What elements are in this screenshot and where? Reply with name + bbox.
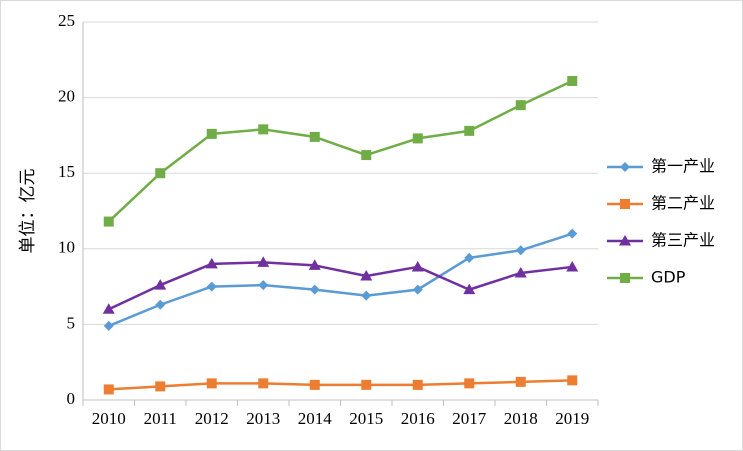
data-point: [464, 125, 475, 136]
data-point: [412, 379, 423, 390]
data-point: [154, 279, 167, 290]
data-point: [205, 257, 218, 269]
series-layer: [102, 75, 579, 395]
y-tick-label: 10: [58, 238, 75, 257]
series-0: [103, 228, 578, 331]
legend-label: GDP: [651, 268, 686, 287]
x-tick-label: 2012: [195, 409, 229, 428]
grid-lines: [83, 21, 598, 325]
data-point: [464, 378, 475, 389]
y-tick-label: 15: [58, 162, 75, 181]
legend-marker: [619, 235, 631, 246]
x-tick-label: 2015: [349, 409, 383, 428]
data-point: [411, 260, 424, 272]
data-point: [309, 284, 320, 295]
data-point: [258, 124, 269, 135]
data-point: [515, 100, 526, 111]
series-line: [108, 261, 573, 311]
data-point: [258, 378, 269, 389]
data-point: [155, 381, 166, 392]
data-point: [206, 281, 217, 292]
data-point: [567, 228, 578, 239]
legend-marker: [620, 199, 630, 209]
legend-entry: GDP: [607, 268, 686, 287]
x-tick-label: 2017: [452, 409, 487, 428]
x-tick-label: 2011: [144, 409, 177, 428]
data-point: [567, 375, 578, 386]
series-line: [108, 379, 573, 391]
data-point: [514, 266, 527, 278]
y-axis-label: 单位：亿元: [18, 169, 38, 254]
data-point: [412, 284, 423, 295]
legend-entry: 第一产业: [607, 157, 715, 176]
series-3: [103, 75, 578, 227]
y-tick-label: 0: [67, 389, 76, 408]
y-tick-label: 5: [67, 313, 76, 332]
data-point: [308, 259, 321, 270]
x-tick-label: 2013: [246, 409, 280, 428]
data-point: [567, 75, 578, 86]
data-point: [103, 320, 114, 331]
x-tick-label: 2018: [504, 409, 538, 428]
data-point: [103, 216, 114, 227]
series-line: [108, 232, 573, 328]
data-point: [206, 378, 217, 389]
data-point: [258, 280, 269, 291]
data-point: [361, 290, 372, 301]
data-point: [103, 384, 114, 395]
series-2: [102, 256, 579, 314]
data-point: [361, 379, 372, 390]
x-tick-label: 2014: [298, 409, 333, 428]
legend-label: 第三产业: [651, 231, 715, 250]
data-point: [155, 299, 166, 310]
legend-marker: [620, 273, 630, 283]
data-point: [102, 303, 115, 314]
data-point: [309, 131, 320, 142]
data-point: [309, 379, 320, 390]
x-tick-label: 2016: [401, 409, 435, 428]
data-point: [515, 376, 526, 387]
x-tick-label: 2010: [92, 409, 126, 428]
data-point: [257, 256, 270, 267]
axes: [82, 22, 599, 406]
data-point: [566, 260, 579, 272]
data-point: [155, 168, 166, 179]
tick-labels: 0 5 10 15 20 25 2010 2011 2012 2013 2014 2015 2016 20…: [58, 11, 589, 428]
x-tick-label: 2019: [555, 409, 589, 428]
y-tick-label: 25: [58, 11, 75, 30]
legend-entry: 第三产业: [607, 231, 715, 250]
legend-marker: [620, 162, 630, 172]
data-point: [515, 245, 526, 256]
y-tick-label: 20: [58, 87, 75, 106]
legend-label: 第一产业: [651, 157, 715, 176]
legend-label: 第二产业: [651, 194, 715, 213]
data-point: [463, 283, 476, 295]
data-point: [206, 128, 217, 139]
series-line: [107, 79, 573, 223]
data-point: [412, 133, 423, 144]
data-point: [360, 270, 373, 281]
legend-entry: 第二产业: [607, 194, 715, 213]
series-1: [103, 375, 578, 395]
data-point: [464, 252, 475, 263]
data-point: [361, 150, 372, 161]
